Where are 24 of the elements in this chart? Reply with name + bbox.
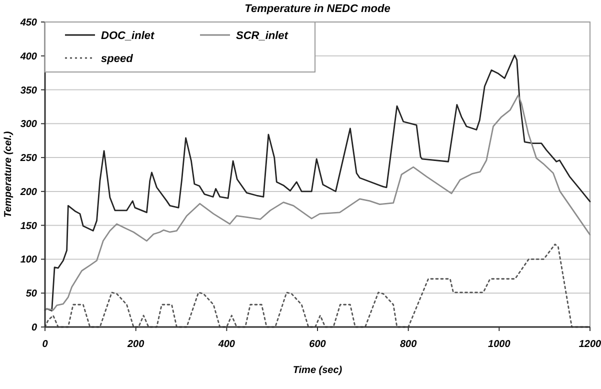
y-tick-label: 250 — [19, 153, 38, 164]
legend-label: speed — [101, 52, 134, 65]
x-tick-label: 200 — [126, 339, 145, 350]
line-series — [44, 94, 591, 311]
x-tick-label: 1200 — [578, 339, 601, 350]
x-axis-title: Time (sec) — [292, 365, 343, 376]
x-tick-label: 800 — [400, 339, 418, 350]
y-tick-label: 300 — [20, 119, 38, 130]
y-tick-label: 350 — [20, 85, 38, 96]
legend-label: DOC_inlet — [101, 30, 156, 42]
y-tick-label: 150 — [20, 220, 38, 232]
y-axis-title: Temperature (cel.) — [3, 130, 14, 218]
legend-label: SCR_inlet — [236, 30, 290, 42]
y-tick-label: 450 — [19, 18, 38, 28]
y-tick-label: 200 — [19, 186, 38, 198]
y-tick-label: 100 — [20, 254, 38, 266]
y-tick-label: 50 — [26, 288, 38, 300]
x-tick-label: 0 — [42, 339, 48, 350]
x-tick-label: 400 — [217, 339, 236, 350]
x-tick-label: 600 — [309, 339, 326, 350]
x-tick-label: 1000 — [488, 339, 511, 350]
y-tick-label: 400 — [19, 51, 38, 62]
chart-title: Temperature in NEDC mode — [244, 3, 390, 15]
y-tick-label: 0 — [31, 322, 38, 334]
